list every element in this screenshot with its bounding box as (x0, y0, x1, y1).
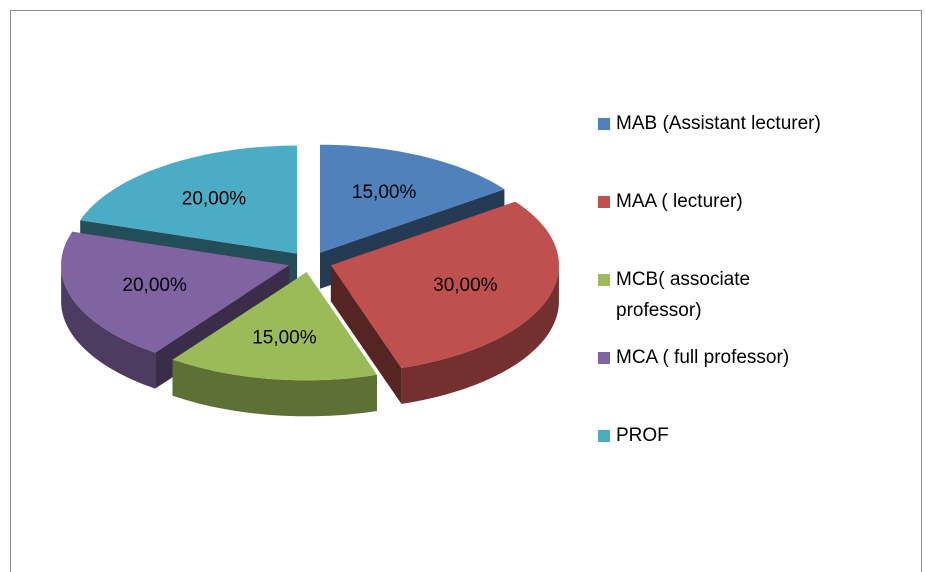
legend-item: MCA ( full professor) (598, 342, 918, 373)
legend-item: MAB (Assistant lecturer) (598, 108, 918, 139)
slice-top (172, 272, 377, 381)
data-label: 15,00% (352, 182, 417, 203)
legend-item: MCB( associate professor) (598, 264, 918, 326)
chart-frame (10, 10, 922, 572)
legend-swatch (598, 430, 610, 442)
legend-item: MAA ( lecturer) (598, 186, 918, 217)
slice (330, 201, 559, 404)
slice-wall (330, 265, 402, 404)
slice-side (401, 265, 559, 404)
legend-swatch (598, 118, 610, 130)
data-label: 20,00% (122, 275, 187, 296)
data-label: 30,00% (433, 275, 498, 296)
legend: MAB (Assistant lecturer) MAA ( lecturer) M… (598, 108, 918, 498)
data-label: 20,00% (182, 188, 247, 209)
legend-label: MAB (Assistant lecturer) (616, 113, 821, 134)
slice-side (172, 359, 377, 417)
legend-label: MCA ( full professor) (616, 347, 790, 368)
legend-swatch (598, 196, 610, 208)
legend-item: PROF (598, 420, 918, 451)
legend-label: MAA ( lecturer) (616, 191, 743, 212)
legend-swatch (598, 274, 610, 286)
slice-side (61, 265, 156, 389)
legend-swatch (598, 352, 610, 364)
slice-top (80, 145, 298, 254)
legend-label: PROF (616, 425, 669, 446)
legend-label: MCB( associate professor) (616, 269, 751, 321)
slice (172, 272, 377, 417)
slice-top (330, 201, 559, 368)
slice-top (320, 144, 505, 253)
slice-top (61, 231, 290, 353)
data-label: 15,00% (252, 327, 317, 348)
